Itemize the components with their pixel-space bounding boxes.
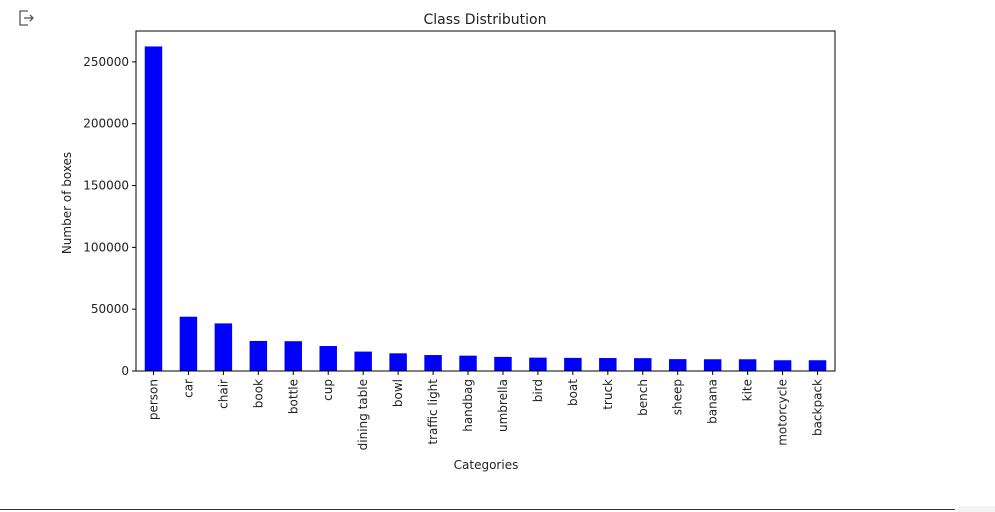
bar-backpack (808, 360, 827, 371)
x-tick-label: boat (566, 379, 580, 406)
x-tick-label: bench (636, 379, 650, 416)
bar-banana (703, 359, 722, 371)
bar-umbrella (494, 356, 512, 371)
cell-divider (0, 509, 955, 510)
scrollbar-stub[interactable] (958, 506, 995, 512)
bar-person (144, 46, 163, 372)
bar-bowl (389, 353, 407, 371)
x-tick-label: cup (321, 379, 335, 401)
y-tick-label: 250000 (83, 55, 129, 69)
y-tick-label: 150000 (83, 179, 129, 193)
x-axis-label: Categories (454, 458, 519, 472)
bar-book (249, 340, 268, 371)
y-tick-label: 100000 (83, 240, 129, 254)
bar-bottle (284, 341, 303, 371)
bars-group (144, 46, 827, 372)
bar-dining-table (354, 351, 372, 371)
y-tick-label: 200000 (83, 117, 129, 131)
bar-bench (634, 358, 652, 371)
bar-bird (529, 357, 547, 371)
y-axis-label: Number of boxes (60, 152, 74, 254)
bar-truck (599, 358, 617, 371)
bar-sheep (668, 359, 687, 371)
y-tick-label: 50000 (91, 302, 129, 316)
x-tick-label: chair (216, 379, 230, 409)
x-tick-label: car (181, 379, 195, 398)
plot-area-frame (135, 30, 836, 372)
output-arrow-icon (19, 10, 34, 26)
y-axis-ticks: 0 50000 100000 150000 200000 250000 (83, 55, 136, 378)
bar-handbag (459, 355, 477, 371)
x-tick-label: umbrella (496, 379, 510, 432)
x-tick-label: truck (601, 379, 615, 410)
x-tick-label: bottle (286, 379, 300, 414)
x-tick-label: banana (706, 379, 720, 424)
bar-kite (738, 359, 757, 371)
bar-boat (564, 357, 582, 371)
x-tick-label: person (146, 379, 160, 420)
x-tick-label: bird (531, 379, 545, 402)
bar-chair (214, 323, 233, 371)
x-axis-ticks: person car chair book bottle cup dining table b… (146, 371, 825, 450)
x-tick-label: handbag (461, 379, 475, 432)
x-tick-label: book (251, 379, 265, 408)
x-tick-label: kite (741, 379, 755, 401)
x-tick-label: motorcycle (776, 379, 790, 446)
x-tick-label: traffic light (426, 379, 440, 445)
x-tick-label: dining table (356, 379, 370, 450)
bar-traffic-light (424, 355, 442, 371)
x-tick-label: bowl (391, 379, 405, 407)
bar-cup (319, 346, 337, 371)
x-tick-label: backpack (811, 379, 825, 436)
y-tick-label: 0 (121, 364, 129, 378)
bar-car (179, 316, 198, 371)
x-tick-label: sheep (671, 379, 685, 415)
bar-motorcycle (773, 360, 792, 371)
chart-title: Class Distribution (424, 12, 547, 28)
